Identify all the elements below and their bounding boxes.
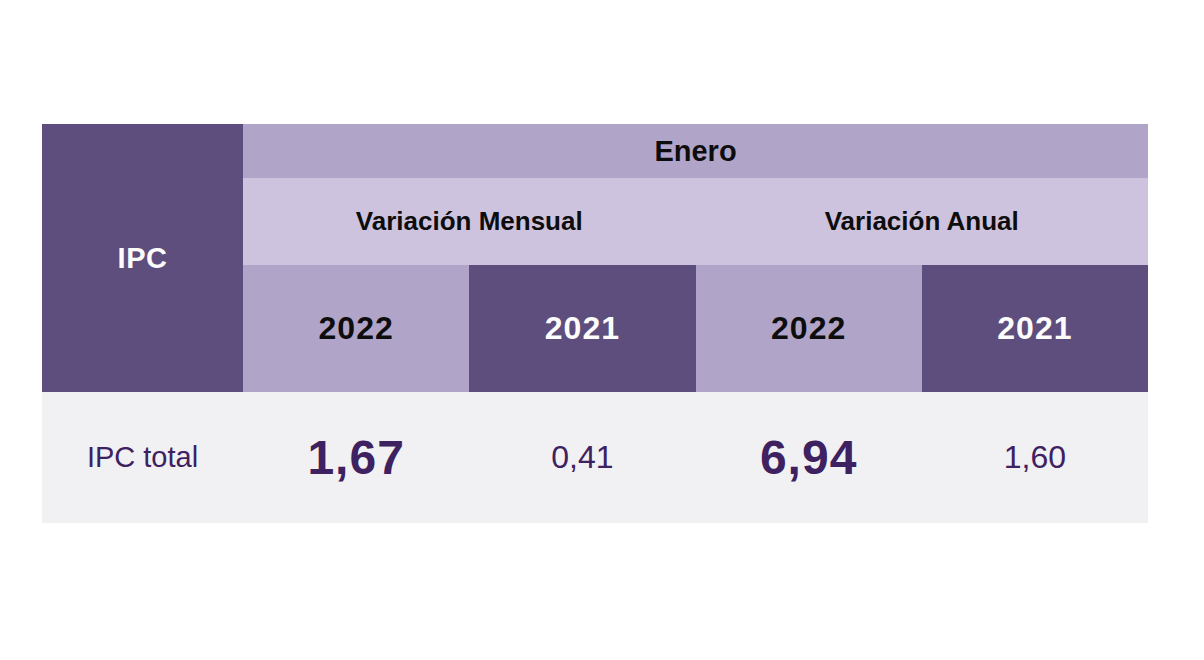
year-header-anual-2022: 2022 bbox=[696, 265, 922, 392]
row-label-ipc-total: IPC total bbox=[42, 392, 243, 523]
year-header-mensual-2022: 2022 bbox=[243, 265, 469, 392]
year-header-mensual-2021: 2021 bbox=[469, 265, 695, 392]
value-mensual-2021: 0,41 bbox=[469, 392, 695, 523]
ipc-table: IPC Enero Variación Mensual Variación An… bbox=[42, 124, 1148, 523]
page: IPC Enero Variación Mensual Variación An… bbox=[0, 0, 1204, 660]
value-mensual-2022: 1,67 bbox=[243, 392, 469, 523]
value-anual-2021: 1,60 bbox=[922, 392, 1148, 523]
year-header-anual-2021: 2021 bbox=[922, 265, 1148, 392]
month-header: Enero bbox=[243, 124, 1148, 178]
table-corner-header: IPC bbox=[42, 124, 243, 392]
group-header-variacion-anual: Variación Anual bbox=[696, 178, 1149, 265]
value-anual-2022: 6,94 bbox=[696, 392, 922, 523]
group-header-variacion-mensual: Variación Mensual bbox=[243, 178, 696, 265]
